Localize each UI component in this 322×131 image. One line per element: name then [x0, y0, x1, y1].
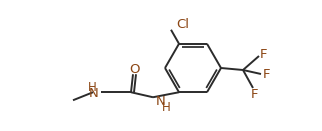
- Text: F: F: [260, 48, 268, 61]
- Text: Cl: Cl: [176, 18, 189, 31]
- Text: N: N: [156, 95, 166, 108]
- Text: H: H: [162, 101, 170, 114]
- Text: H: H: [88, 81, 96, 94]
- Text: F: F: [263, 69, 271, 81]
- Text: N: N: [89, 87, 99, 100]
- Text: O: O: [130, 63, 140, 76]
- Text: F: F: [251, 88, 259, 100]
